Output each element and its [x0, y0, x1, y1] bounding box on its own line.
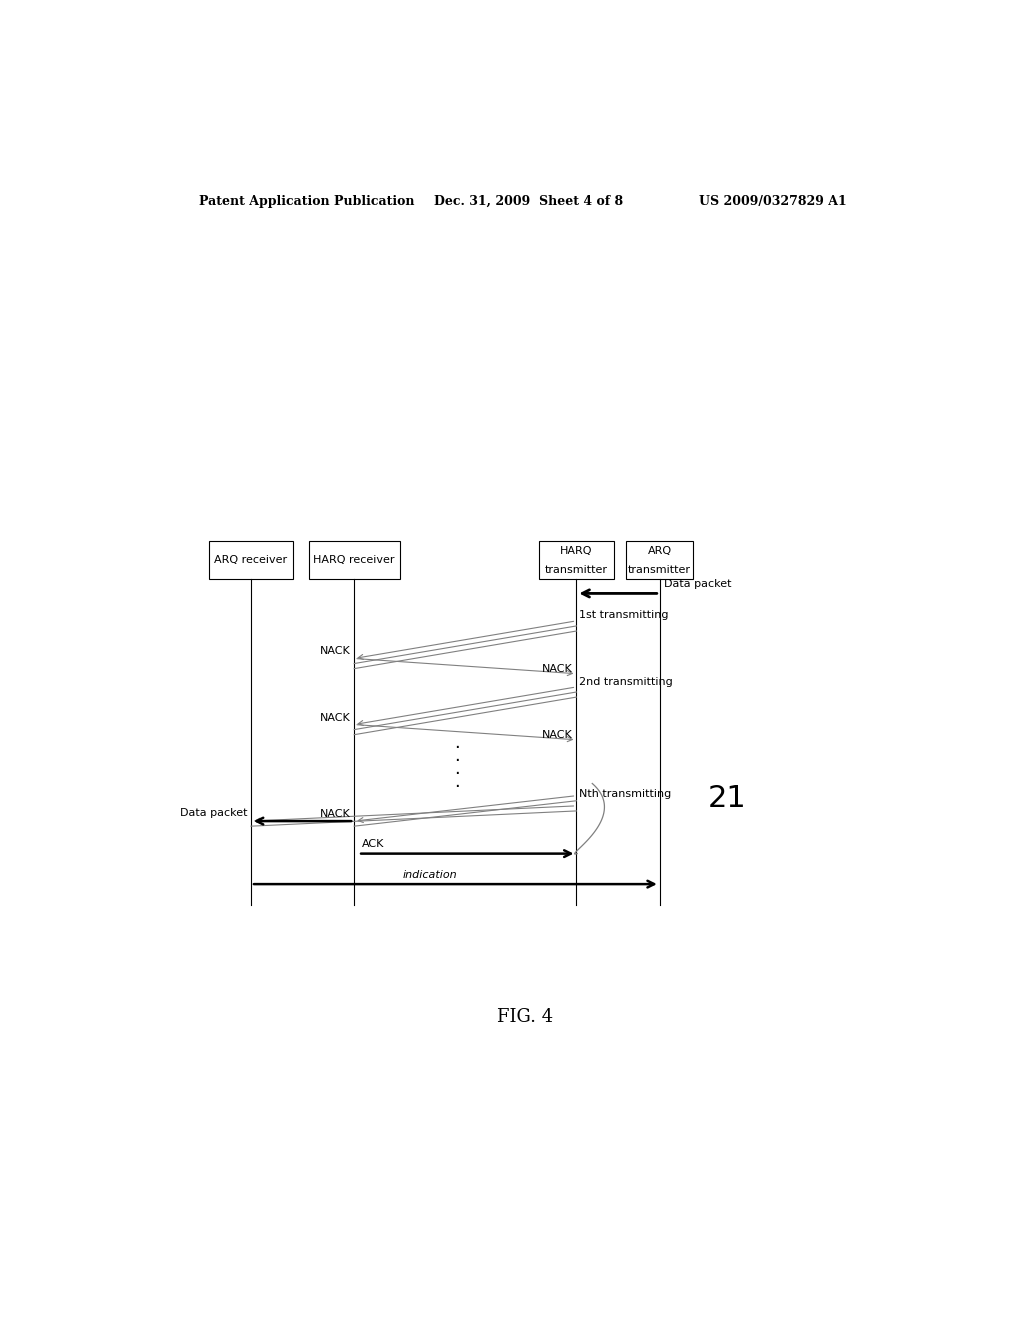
Text: .: . [455, 734, 460, 752]
Text: transmitter: transmitter [545, 565, 608, 576]
Text: 2nd transmitting: 2nd transmitting [579, 677, 673, 686]
Text: Dec. 31, 2009  Sheet 4 of 8: Dec. 31, 2009 Sheet 4 of 8 [433, 194, 623, 207]
Text: ARQ: ARQ [647, 545, 672, 556]
Text: HARQ: HARQ [560, 545, 593, 556]
Text: FIG. 4: FIG. 4 [497, 1008, 553, 1026]
Text: ARQ receiver: ARQ receiver [214, 554, 288, 565]
Text: Data packet: Data packet [664, 579, 731, 589]
Text: transmitter: transmitter [628, 565, 691, 576]
Text: indication: indication [402, 870, 457, 880]
FancyBboxPatch shape [539, 541, 614, 579]
Text: 21: 21 [708, 784, 746, 813]
Text: Patent Application Publication: Patent Application Publication [200, 194, 415, 207]
Text: NACK: NACK [319, 809, 350, 818]
Text: US 2009/0327829 A1: US 2009/0327829 A1 [699, 194, 847, 207]
FancyBboxPatch shape [209, 541, 293, 579]
Text: .: . [455, 747, 460, 766]
Text: Data packet: Data packet [179, 808, 247, 818]
Text: NACK: NACK [542, 664, 572, 673]
FancyBboxPatch shape [626, 541, 693, 579]
Text: ACK: ACK [362, 838, 384, 849]
Text: .: . [455, 760, 460, 779]
FancyBboxPatch shape [308, 541, 399, 579]
Text: NACK: NACK [542, 730, 572, 739]
Text: NACK: NACK [319, 647, 350, 656]
Text: Nth transmitting: Nth transmitting [579, 788, 671, 799]
Text: 1st transmitting: 1st transmitting [579, 610, 669, 619]
Text: .: . [455, 774, 460, 792]
Text: NACK: NACK [319, 713, 350, 722]
Text: HARQ receiver: HARQ receiver [313, 554, 395, 565]
